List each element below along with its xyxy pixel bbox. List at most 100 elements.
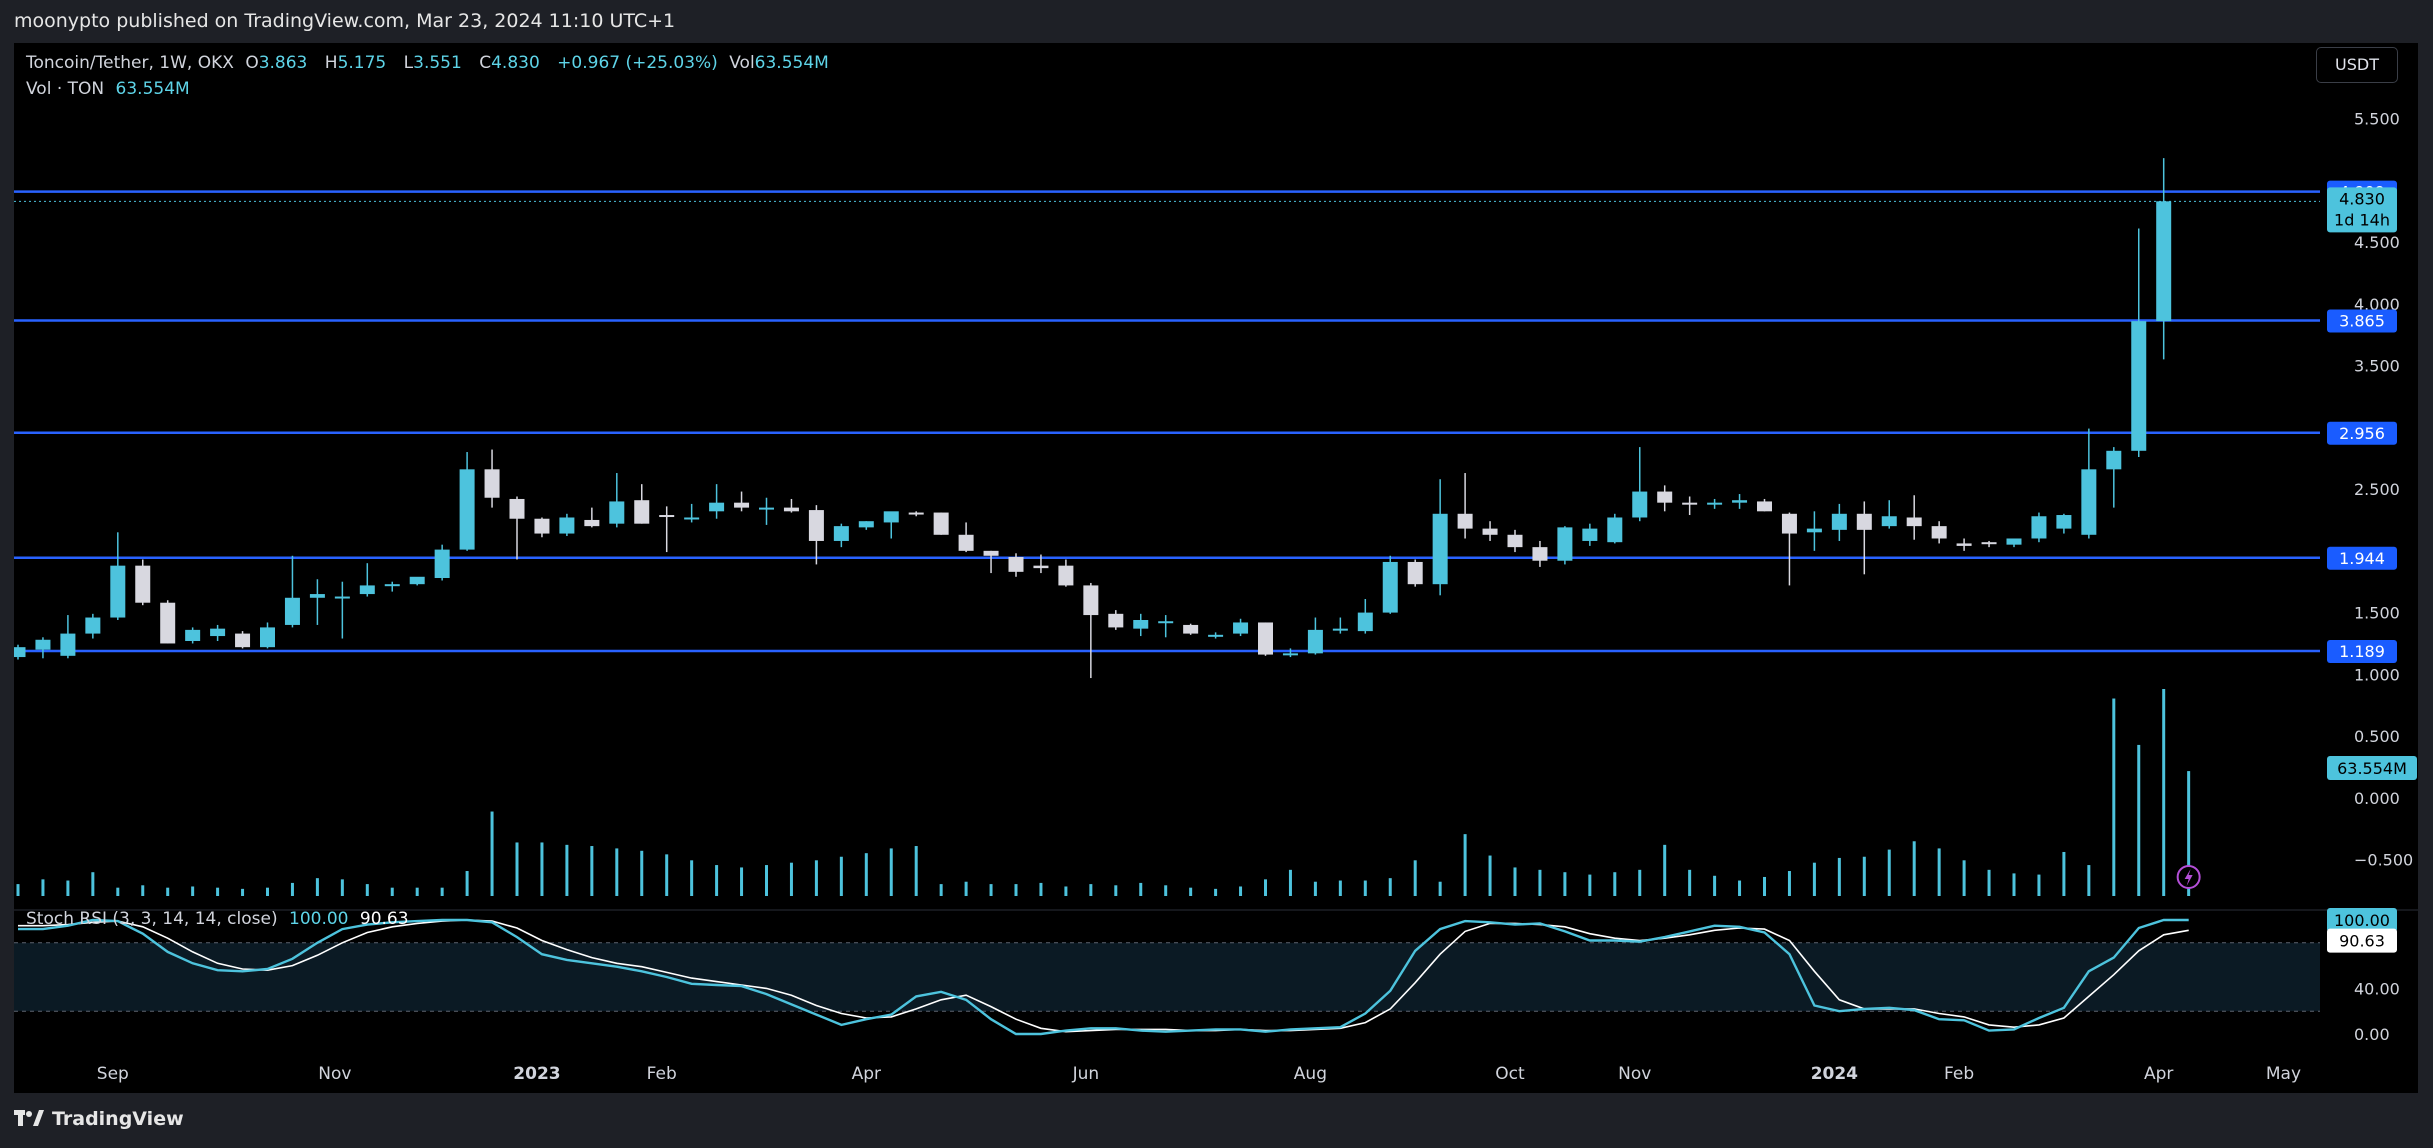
volume-bar [166,887,170,896]
candle-body [35,639,51,650]
volume-bar [1763,876,1766,896]
legend-vol: 63.554M [754,53,829,73]
volume-bar [1688,869,1692,896]
level-label-text-2: 2.956 [2339,424,2385,443]
candle-body [1956,543,1972,546]
volume-bar [415,887,419,896]
time-tick-4: Apr [852,1064,881,1084]
volume-bar [740,867,744,896]
volume-bar [2037,874,2041,896]
volume-bar [1962,860,1966,896]
volume-bar [2187,771,2191,896]
candle-body [509,498,525,519]
volume-bar [964,881,968,896]
last-price-badge-bg [2327,187,2397,233]
volume-bar [41,879,45,896]
candle-body [1632,491,1648,518]
price-legend: Toncoin/Tether, 1W, OKX O3.863 H5.175 L3… [26,53,841,73]
time-tick-9: 2024 [1811,1064,1858,1084]
price-tick-1: 4.500 [2354,233,2400,252]
candle-body [160,602,176,644]
volume-bar [1313,881,1317,896]
volume-bar [1463,834,1467,896]
volume-bar [1039,882,1043,896]
candle-body [908,512,924,515]
stoch-rsi-label[interactable]: Stoch RSI (3, 3, 14, 14, close) [26,909,278,929]
price-tick-0: 5.500 [2354,110,2400,129]
candle-body [1981,542,1997,545]
stoch-rsi-k-badge: 100.00 [2327,908,2397,932]
candle-body [2031,516,2047,539]
volume-bar [315,878,319,896]
candle-body [1707,502,1723,505]
candle-body [235,633,251,648]
volume-bar [2087,865,2091,896]
candle-body [434,549,450,579]
candle-body [1033,565,1049,569]
volume-legend-value: 63.554M [115,79,190,99]
volume-bar [365,884,369,896]
volume-bar [1114,885,1118,896]
candle-body [983,550,999,556]
candle-body [2131,321,2147,451]
volume-bar [1513,867,1517,896]
candle-body [110,565,126,618]
level-label-bg-3 [2327,546,2397,570]
candle-body [534,518,550,534]
time-tick-12: May [2266,1064,2301,1084]
footer-brand[interactable]: TradingView [52,1108,184,1130]
candle-body [2006,538,2022,545]
candle-body [1607,517,1623,543]
candle-body [783,507,799,512]
volume-bar [839,856,843,896]
time-tick-8: Nov [1618,1064,1651,1084]
legend-open: 3.863 [258,53,308,73]
volume-legend-label[interactable]: Vol · TON [26,79,105,99]
candle-body [1158,621,1174,624]
volume-bar [1164,885,1168,896]
time-tick-2: 2023 [513,1064,560,1084]
volume-bar [16,884,20,896]
currency-button[interactable]: USDT [2316,47,2398,83]
candle-body [1831,513,1847,530]
legend-vol-label: Vol [729,53,755,73]
legend-symbol[interactable]: Toncoin/Tether, 1W, OKX [26,53,234,73]
volume-bar [1064,886,1068,896]
volume-bar [1812,862,1816,896]
candle-body [858,521,874,528]
candle-body [284,597,300,625]
volume-bar [490,811,494,896]
candle-body [634,500,650,524]
chart-canvas[interactable]: 5.500 4.500 4.000 3.500 2.500 1.500 1.000 0.500… [14,43,2418,1093]
candle-body [484,469,500,498]
volume-bar [515,842,519,896]
alert-lightning-bolt [2184,869,2193,886]
legend-low-label: L [403,53,414,73]
volume-bar [1663,844,1667,896]
chart-area[interactable]: 5.500 4.500 4.000 3.500 2.500 1.500 1.000 0.500… [14,43,2418,1093]
candle-body [1906,517,1922,527]
stoch-rsi-k-line [18,918,2189,1036]
candle-body [1382,561,1398,613]
volume-bar [1787,871,1791,896]
time-tick-5: Jun [1072,1064,1100,1084]
stoch-rsi-k-badge-bg [2327,908,2397,932]
stoch-rsi-d-badge: 90.63 [2327,928,2397,953]
legend-change: +0.967 (+25.03%) [557,53,718,73]
candle-body [709,502,725,512]
volume-bar [1613,872,1617,896]
time-tick-7: Oct [1495,1064,1525,1084]
volume-bar [1139,882,1143,896]
candle-body [559,517,575,534]
candle-body [1781,513,1797,534]
volume-bar [1338,880,1342,896]
volume-bar [989,884,993,896]
volume-bar [864,853,868,896]
legend-high-label: H [324,53,338,73]
stoch-rsi-d-badge-bg [2327,928,2397,953]
stoch-rsi-legend: Stoch RSI (3, 3, 14, 14, close) 100.00 9… [26,909,415,929]
level-label-1: 3.865 [2327,309,2397,333]
candle-body [2056,515,2072,529]
volume-bar [1288,869,1292,896]
volume-bar [1089,884,1093,896]
